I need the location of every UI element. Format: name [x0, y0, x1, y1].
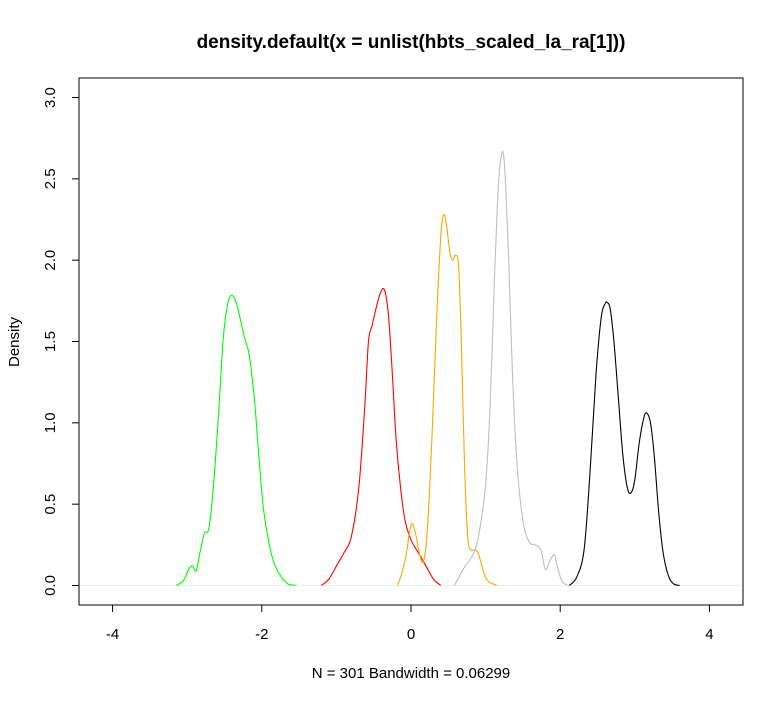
x-axis-label: N = 301 Bandwidth = 0.06299 [312, 665, 511, 682]
y-tick-label: 0.5 [42, 494, 59, 515]
density-series-5 [568, 301, 680, 587]
y-tick-label: 1.0 [42, 412, 59, 433]
x-tick-label: 0 [407, 626, 415, 643]
series-layer [175, 150, 680, 587]
x-tick-label: -2 [255, 626, 268, 643]
y-tick-label: 0.0 [42, 575, 59, 596]
y-tick-label: 2.5 [42, 168, 59, 189]
y-tick-label: 2.0 [42, 250, 59, 271]
chart-title: density.default(x = unlist(hbts_scaled_l… [197, 32, 626, 53]
density-series-1 [175, 294, 296, 587]
density-series-3 [397, 213, 498, 586]
x-axis: -4 -2 0 2 4 [106, 604, 714, 643]
x-tick-label: 2 [556, 626, 564, 643]
density-series-4 [453, 150, 569, 586]
y-tick-label: 3.0 [42, 87, 59, 108]
density-series-2 [321, 287, 442, 586]
y-tick-label: 1.5 [42, 331, 59, 352]
x-tick-label: -4 [106, 626, 119, 643]
x-tick-label: 4 [705, 626, 713, 643]
y-axis: 0.0 0.5 1.0 1.5 2.0 2.5 3.0 [42, 87, 80, 596]
y-axis-label: Density [6, 316, 23, 367]
